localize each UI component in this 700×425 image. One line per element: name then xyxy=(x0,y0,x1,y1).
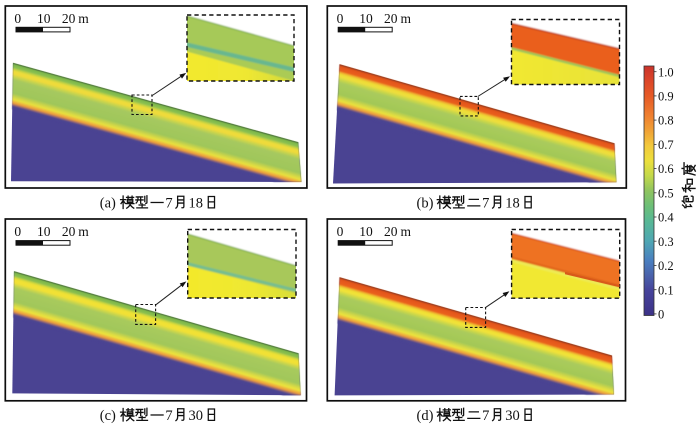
svg-text:0.1: 0.1 xyxy=(658,283,674,297)
svg-text:(b): (b) xyxy=(417,195,434,211)
svg-text:0: 0 xyxy=(14,11,21,26)
svg-text:(a): (a) xyxy=(100,195,116,211)
svg-text:30: 30 xyxy=(505,408,520,424)
svg-text:(c): (c) xyxy=(100,408,116,424)
svg-text:1.0: 1.0 xyxy=(658,65,674,79)
svg-text:18: 18 xyxy=(505,195,520,211)
svg-text:0: 0 xyxy=(337,224,344,239)
svg-text:m: m xyxy=(78,224,89,239)
svg-text:0.9: 0.9 xyxy=(658,90,674,104)
svg-text:10: 10 xyxy=(359,11,373,26)
svg-text:m: m xyxy=(400,224,411,239)
svg-text:30: 30 xyxy=(189,408,204,424)
svg-text:10: 10 xyxy=(37,224,51,239)
svg-text:0.8: 0.8 xyxy=(658,114,674,128)
svg-text:m: m xyxy=(78,11,89,26)
svg-text:7: 7 xyxy=(482,408,489,424)
svg-text:0.5: 0.5 xyxy=(658,186,674,200)
svg-text:7: 7 xyxy=(165,408,172,424)
svg-text:0.6: 0.6 xyxy=(658,162,674,176)
svg-text:20: 20 xyxy=(62,11,76,26)
svg-text:0.3: 0.3 xyxy=(658,235,674,249)
svg-text:7: 7 xyxy=(165,195,172,211)
svg-text:0: 0 xyxy=(14,224,21,239)
svg-text:0.4: 0.4 xyxy=(658,211,674,225)
svg-text:0: 0 xyxy=(658,308,664,322)
svg-text:0.2: 0.2 xyxy=(658,259,674,273)
svg-text:10: 10 xyxy=(37,11,51,26)
svg-text:0.7: 0.7 xyxy=(658,138,674,152)
svg-text:20: 20 xyxy=(384,11,398,26)
svg-text:18: 18 xyxy=(189,195,204,211)
svg-text:20: 20 xyxy=(62,224,76,239)
svg-text:0: 0 xyxy=(337,11,344,26)
svg-text:20: 20 xyxy=(384,224,398,239)
svg-text:7: 7 xyxy=(482,195,489,211)
svg-text:(d): (d) xyxy=(417,408,434,424)
svg-text:m: m xyxy=(400,11,411,26)
svg-text:10: 10 xyxy=(359,224,373,239)
